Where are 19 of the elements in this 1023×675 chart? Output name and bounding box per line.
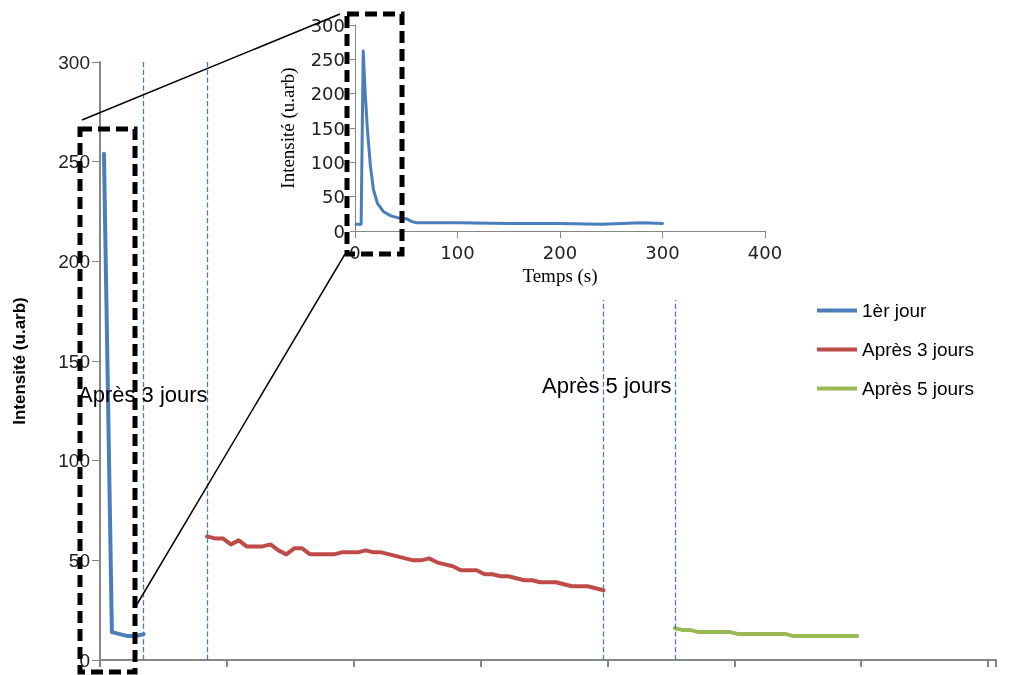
x-tick-label: 300 xyxy=(645,241,680,263)
y-tick-label: 100 xyxy=(310,151,345,173)
y-tick-label: 150 xyxy=(310,117,345,139)
legend-label: Après 3 jours xyxy=(862,339,974,360)
y-tick-label: 300 xyxy=(58,51,90,73)
legend-label: 1èr jour xyxy=(862,300,928,321)
legend-label: Après 5 jours xyxy=(862,378,974,399)
x-tick-label: 200 xyxy=(542,241,578,263)
y-axis-title: Intensité (u.arb) xyxy=(10,297,29,425)
y-axis-title: Intensité (u.arb) xyxy=(277,67,299,189)
y-tick-label: 0 xyxy=(333,220,345,242)
y-tick-label: 300 xyxy=(310,14,345,36)
y-tick-label: 250 xyxy=(310,48,345,70)
annotation: Après 5 jours xyxy=(542,372,672,398)
x-axis-title: Temps (s) xyxy=(522,264,598,287)
x-tick-label: 400 xyxy=(747,241,783,263)
x-tick-label: 100 xyxy=(440,241,475,263)
y-tick-label: 50 xyxy=(322,186,345,208)
y-tick-label: 200 xyxy=(310,83,345,105)
